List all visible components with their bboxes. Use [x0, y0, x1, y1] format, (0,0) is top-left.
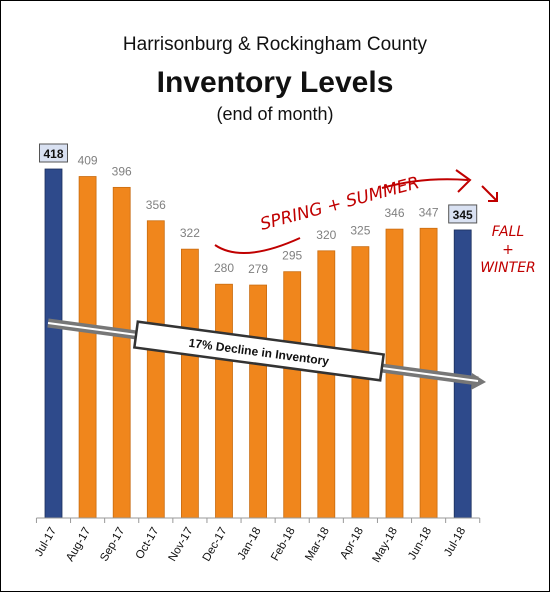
- fall-label: FALL: [492, 224, 524, 240]
- bar-Oct-17: [146, 220, 165, 519]
- x-tick-label: Mar-18: [303, 526, 332, 564]
- spring-summer-label: SPRING + SUMMER: [258, 173, 422, 235]
- x-tick-labels-layer: Jul-17 Aug-17 Sep-17 Oct-17 Nov-17 Dec-17 Jan-…: [33, 526, 468, 565]
- fall-winter-arrow-head: [488, 192, 498, 202]
- winter-label: WINTER: [480, 260, 536, 276]
- x-tick-label: Jul-17: [33, 526, 59, 559]
- x-tick-label: Apr-18: [338, 526, 366, 562]
- bar-Apr-18: [351, 246, 370, 519]
- bar-Feb-18: [283, 271, 302, 519]
- decline-arrow-head: [471, 373, 486, 390]
- value-label-box: [448, 204, 478, 224]
- decline-label-box: [132, 320, 386, 382]
- value-label: 322: [180, 226, 200, 240]
- value-label: 347: [419, 205, 439, 219]
- x-tick-label: Jan-18: [236, 526, 264, 562]
- bar-Sep-17: [112, 186, 131, 519]
- fall-winter-annotation: FALL + WINTER: [480, 185, 536, 276]
- value-label: 356: [146, 198, 166, 212]
- spring-summer-curve: [214, 237, 301, 254]
- value-label: 409: [78, 154, 98, 168]
- value-label: 279: [248, 262, 268, 276]
- value-label: 295: [282, 249, 302, 263]
- bar-Dec-17: [215, 283, 233, 519]
- value-label: 320: [316, 228, 336, 242]
- x-tick-label: Dec-17: [201, 526, 230, 564]
- x-tick-label: Jul-18: [442, 526, 468, 559]
- value-labels-layer: 418 409 396 356 322 280 279 295 320 325 346 347 345: [39, 143, 478, 276]
- x-tick-label: May-18: [371, 526, 401, 565]
- chart-title: Harrisonburg & Rockingham County: [122, 34, 428, 55]
- x-tick-label: Oct-17: [134, 526, 162, 562]
- x-tick-label: Nov-17: [167, 526, 196, 564]
- bar-Jul-17: [44, 168, 63, 519]
- value-label: 325: [350, 224, 370, 238]
- spring-summer-arrow-line: [381, 178, 469, 189]
- value-label: 280: [214, 261, 234, 275]
- chart-heading: Inventory Levels: [156, 66, 394, 99]
- value-label: 418: [43, 147, 63, 161]
- value-label: 345: [453, 208, 473, 222]
- x-tick-label: Aug-17: [64, 526, 93, 564]
- bar-Nov-17: [180, 248, 199, 519]
- x-tick-label: Jun-18: [406, 526, 434, 562]
- x-tick-label: Feb-18: [269, 526, 298, 564]
- value-label: 346: [384, 206, 404, 220]
- spring-summer-arrow-head: [455, 169, 472, 193]
- value-label: 396: [112, 164, 132, 178]
- bar-Jan-18: [249, 284, 268, 519]
- value-label-box: [39, 143, 68, 163]
- x-tick-label: Sep-17: [98, 526, 127, 564]
- chart-subtitle: (end of month): [216, 104, 334, 124]
- bar-Aug-17: [78, 176, 97, 519]
- bar-Mar-18: [317, 250, 336, 519]
- fall-winter-arrow-line: [481, 185, 497, 201]
- plus-label: +: [502, 242, 514, 258]
